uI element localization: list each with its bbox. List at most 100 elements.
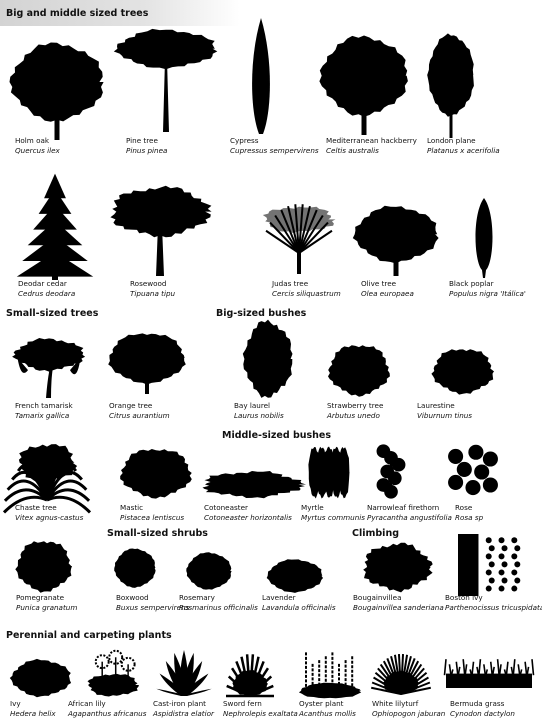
plant-common-name: Rose: [455, 503, 473, 512]
leaf-clump-icon: [156, 650, 212, 696]
spreading-tree-icon: [110, 184, 212, 276]
upright-shrub-icon: [372, 444, 410, 499]
plant-caption: Cast-iron plant Aspidistra elatior: [153, 699, 214, 719]
plant-scientific-name: Bougainvillea sanderiana: [353, 603, 444, 612]
plant-common-name: Black poplar: [449, 279, 494, 288]
plant-scientific-name: Hedera helix: [10, 709, 56, 718]
plant-common-name: Oyster plant: [299, 699, 344, 708]
plant-scientific-name: Cedrus deodara: [18, 289, 76, 298]
plant-caption: Boston ivy Parthenocissus tricuspidata: [445, 593, 542, 613]
oval-tree-icon: [426, 33, 476, 138]
plant-scientific-name: Myrtus communis: [301, 513, 366, 522]
plant-caption: Rosemary Rosmarinus officinalis: [179, 593, 258, 613]
round-tree-icon: [318, 33, 410, 135]
plant-common-name: Olive tree: [361, 279, 397, 288]
plant-caption: African lily Agapanthus africanus: [68, 699, 146, 719]
plant-caption: Chaste tree Vitex agnus-castus: [15, 503, 83, 523]
plant-scientific-name: Cupressus sempervirens: [230, 146, 319, 155]
plant-caption: Cotoneaster Cotoneaster horizontalis: [204, 503, 292, 523]
round-shrub-icon: [186, 552, 232, 590]
vase-tree-icon: [262, 204, 336, 274]
plant-scientific-name: Tamarix gallica: [15, 411, 70, 420]
ivy-climber-icon: [458, 534, 522, 596]
header-band: [0, 0, 240, 26]
climber-mound-icon: [363, 542, 433, 593]
plant-common-name: Pomegranate: [16, 593, 65, 602]
plant-scientific-name: Quercus ilex: [15, 146, 60, 155]
plant-caption: Orange tree Citrus aurantium: [109, 401, 170, 421]
spike-clump-icon: [298, 650, 362, 699]
plant-common-name: Judas tree: [272, 279, 309, 288]
plant-caption: Judas tree Cercis siliquastrum: [272, 279, 341, 299]
plant-common-name: Boxwood: [116, 593, 149, 602]
plant-common-name: Cast-iron plant: [153, 699, 206, 708]
plant-caption: Lavender Lavandula officinalis: [262, 593, 336, 613]
fern-icon: [226, 654, 274, 698]
plant-caption: Ivy Hedera helix: [10, 699, 56, 719]
plant-common-name: Narrowleaf firethorn: [367, 503, 440, 512]
plant-common-name: Boston ivy: [445, 593, 483, 602]
plant-caption: Oyster plant Acanthus mollis: [299, 699, 356, 719]
plant-scientific-name: Acanthus mollis: [299, 709, 356, 718]
plant-common-name: Cypress: [230, 136, 259, 145]
plant-scientific-name: Vitex agnus-castus: [15, 513, 84, 522]
section-title-middle-bushes: Middle-sized bushes: [222, 430, 332, 441]
tall-bush-icon: [240, 319, 296, 398]
conifer-icon: [16, 168, 94, 280]
plant-caption: Black poplar Populus nigra 'Itálica': [449, 279, 526, 299]
fountain-bush-icon: [2, 438, 92, 514]
plant-scientific-name: Populus nigra 'Itálica': [449, 289, 526, 298]
plant-scientific-name: Cotoneaster horizontalis: [204, 513, 292, 522]
plant-common-name: Laurestine: [417, 401, 455, 410]
weeping-tree-icon: [12, 336, 86, 398]
plant-common-name: Bougainvillea: [353, 593, 402, 602]
plant-caption: Rose Rosa sp: [455, 503, 483, 523]
plant-scientific-name: Nephrolepis exaltata: [223, 709, 298, 718]
plant-scientific-name: Pyracantha angustifolia: [367, 513, 452, 522]
plant-caption: Cypress Cupressus sempervirens: [230, 136, 319, 156]
plant-scientific-name: Viburnum tinus: [417, 411, 473, 420]
ground-mound-icon: [9, 656, 72, 698]
plant-caption: Deodar cedar Cedrus deodara: [18, 279, 75, 299]
upright-bush-icon: [306, 446, 352, 499]
plant-caption: Rosewood Tipuana tipu: [130, 279, 175, 299]
plant-caption: Boxwood Buxus sempervirens: [116, 593, 189, 613]
plant-common-name: French tamarisk: [15, 401, 73, 410]
plant-common-name: Holm oak: [15, 136, 50, 145]
rose-bush-icon: [444, 444, 502, 498]
flower-clump-icon: [86, 649, 140, 697]
plant-scientific-name: Platanus x acerifolia: [427, 146, 500, 155]
section-title-small-trees: Small-sized trees: [6, 308, 99, 319]
plant-scientific-name: Arbutus unedo: [327, 411, 380, 420]
round-tree-icon: [8, 40, 106, 140]
section-title-big-bushes: Big-sized bushes: [216, 308, 307, 319]
plant-caption: Bougainvillea Bougainvillea sanderiana: [353, 593, 444, 613]
plant-scientific-name: Rosa sp: [455, 513, 484, 522]
spreading-shrub-icon: [202, 468, 307, 499]
plant-scientific-name: Pinus pinea: [126, 146, 168, 155]
plant-common-name: African lily: [68, 699, 106, 708]
plant-common-name: Sword fern: [223, 699, 262, 708]
plant-caption: Holm oak Quercus ilex: [15, 136, 60, 156]
plant-scientific-name: Tipuana tipu: [130, 289, 176, 298]
mound-shrub-icon: [266, 556, 323, 593]
plant-caption: Pomegranate Punica granatum: [16, 593, 77, 613]
section-title-small-shrubs: Small-sized shrubs: [107, 528, 208, 539]
plant-common-name: Orange tree: [109, 401, 153, 410]
plant-scientific-name: Laurus nobilis: [234, 411, 284, 420]
columnar-cypress-icon: [250, 18, 272, 134]
section-title-climbing: Climbing: [352, 528, 400, 539]
plant-common-name: Mastic: [120, 503, 144, 512]
plant-scientific-name: Rosmarinus officinalis: [179, 603, 258, 612]
columnar-poplar-icon: [474, 198, 494, 278]
plant-caption: Myrtle Myrtus communis: [301, 503, 365, 523]
plant-common-name: White lilyturf: [372, 699, 419, 708]
plant-caption: London plane Platanus x acerifolia: [427, 136, 500, 156]
plant-caption: Strawberry tree Arbutus unedo: [327, 401, 383, 421]
round-tree-icon: [352, 204, 440, 276]
plant-caption: Bay laurel Laurus nobilis: [234, 401, 284, 421]
plant-common-name: Lavender: [262, 593, 296, 602]
plant-common-name: Rosewood: [130, 279, 167, 288]
plant-common-name: Chaste tree: [15, 503, 57, 512]
plant-caption: White lilyturf Ophiopogon jaburan: [372, 699, 445, 719]
